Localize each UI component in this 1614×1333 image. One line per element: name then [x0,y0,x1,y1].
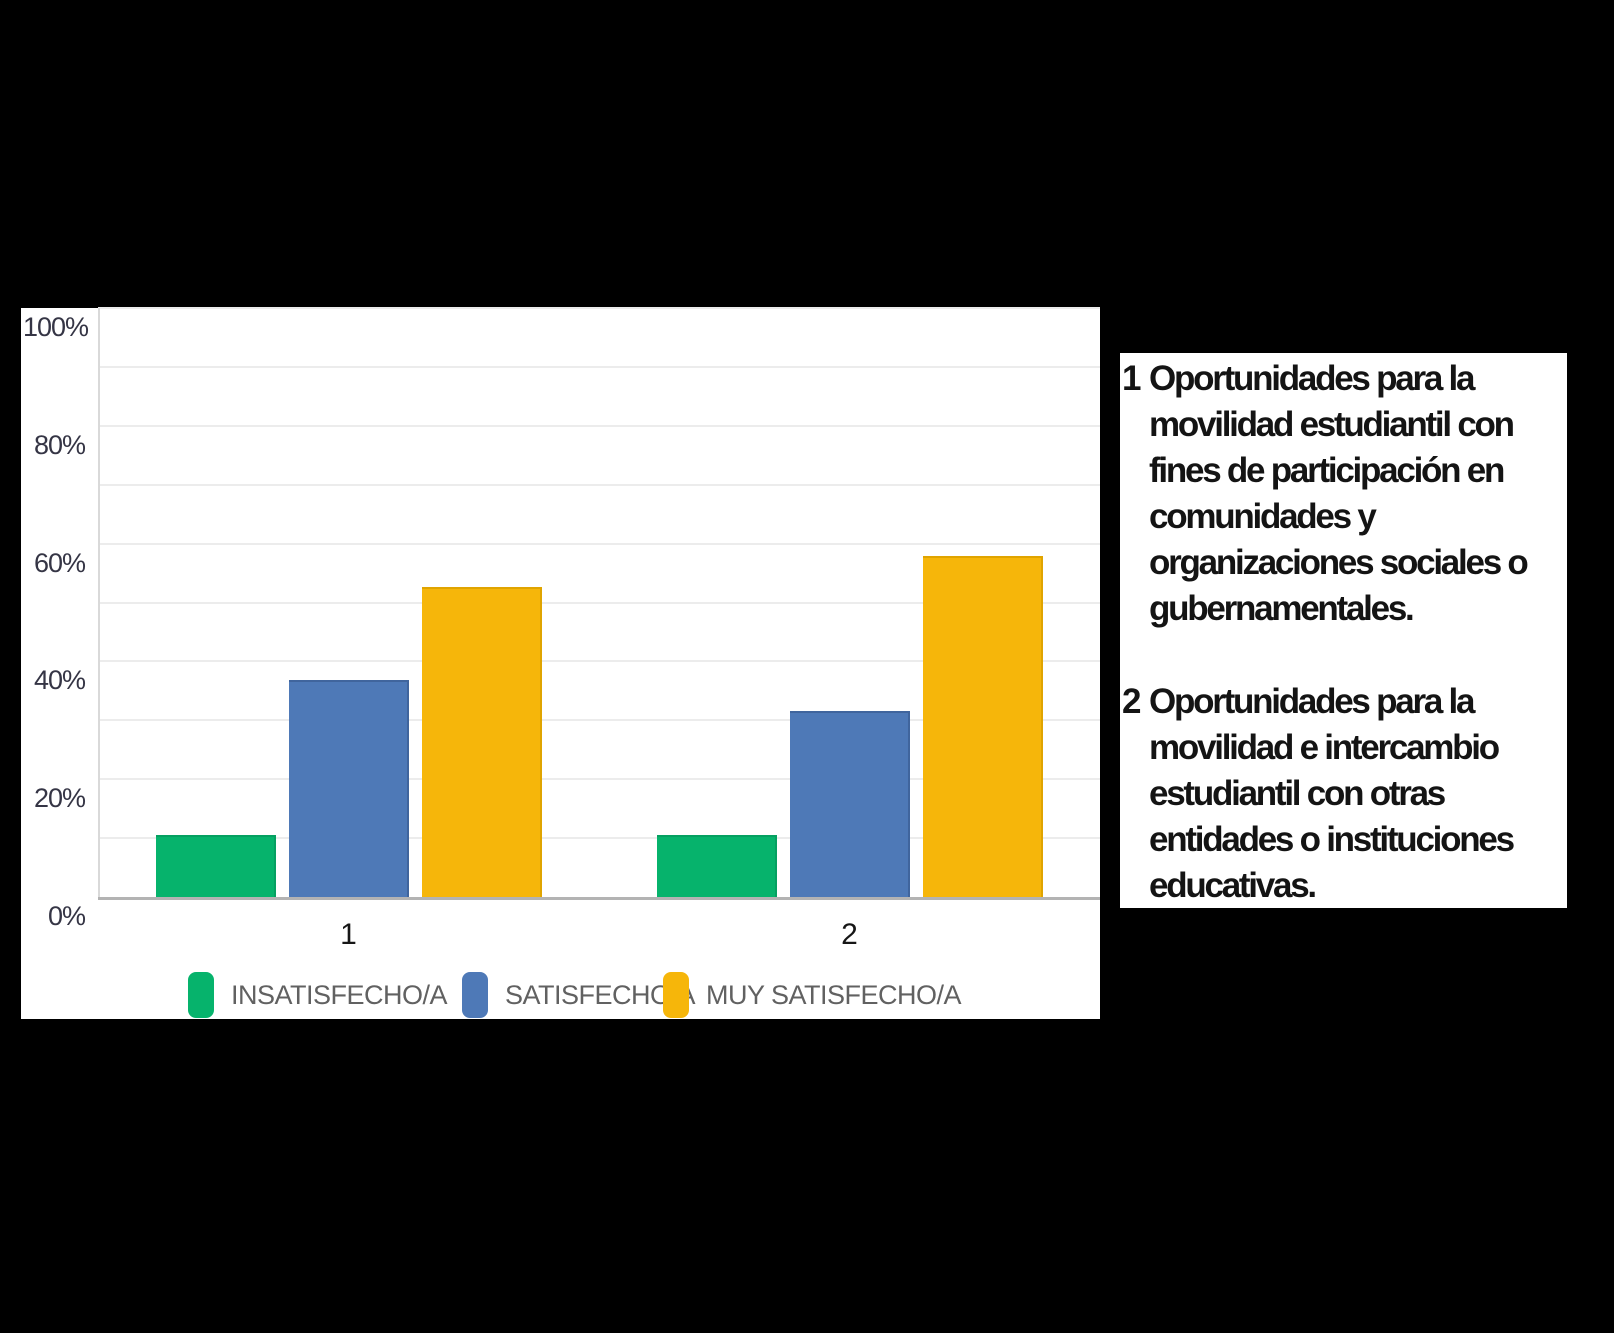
y-tick-label: 20% [33,783,86,814]
bar-satisfecho-a-cat1 [288,680,409,897]
y-tick-label: 0% [47,901,86,931]
question-1-number: 1 [1122,359,1141,398]
legend-swatch-insatisfecho-icon [188,972,214,1018]
y-tick-label: 100% [23,312,89,342]
question-2-text: Oportunidades para la movilidad e interc… [1149,682,1515,905]
legend-label: MUY SATISFECHO/A [706,979,962,1010]
y-tick-label: 80% [33,429,86,460]
legend-swatch-muy-satisfecho-icon [663,972,689,1018]
gridline [98,660,1100,663]
question-1-text: Oportunidades para la movilidad estudian… [1149,359,1529,628]
x-category-label-1: 1 [340,918,357,951]
bar-insatisfecho-a-cat2 [656,835,777,897]
x-category-label-2: 2 [841,918,858,951]
legend-item-satisfecho: SATISFECHO/A [462,972,696,1018]
question-2-number: 2 [1122,682,1141,721]
question-item-2: 2 Oportunidades para la movilidad e inte… [1122,679,1567,908]
gridline [98,424,1100,427]
question-item-1: 1 Oportunidades para la movilidad estudi… [1122,356,1567,632]
y-axis-line [98,308,100,897]
gridline [98,601,1100,604]
y-tick-label: 40% [33,665,86,696]
gridline [98,719,1100,722]
x-axis-line [98,897,1100,900]
chart-panel: 0% 20% 40% 60% 80% 100% 1 2 INSATISFECHO/A SAT… [21,307,1100,1019]
plot-area [98,307,1100,900]
gridline [98,778,1100,781]
bar-satisfecho-a-cat2 [789,710,910,897]
legend-item-insatisfecho: INSATISFECHO/A [188,972,448,1018]
bar-muy-satisfecho-a-cat1 [421,587,542,897]
gridline [98,307,1100,309]
gridline [98,837,1100,840]
bar-muy-satisfecho-a-cat2 [922,555,1043,897]
legend-label: INSATISFECHO/A [231,979,448,1010]
gridline [98,483,1100,486]
legend-item-muy-satisfecho: MUY SATISFECHO/A [663,972,962,1018]
gridline [98,365,1100,368]
legend-swatch-satisfecho-icon [462,972,488,1018]
question-legend-panel: 1 Oportunidades para la movilidad estudi… [1120,353,1567,908]
bar-insatisfecho-a-cat1 [155,835,276,897]
gridline [98,542,1100,545]
y-tick-label: 60% [33,547,86,578]
